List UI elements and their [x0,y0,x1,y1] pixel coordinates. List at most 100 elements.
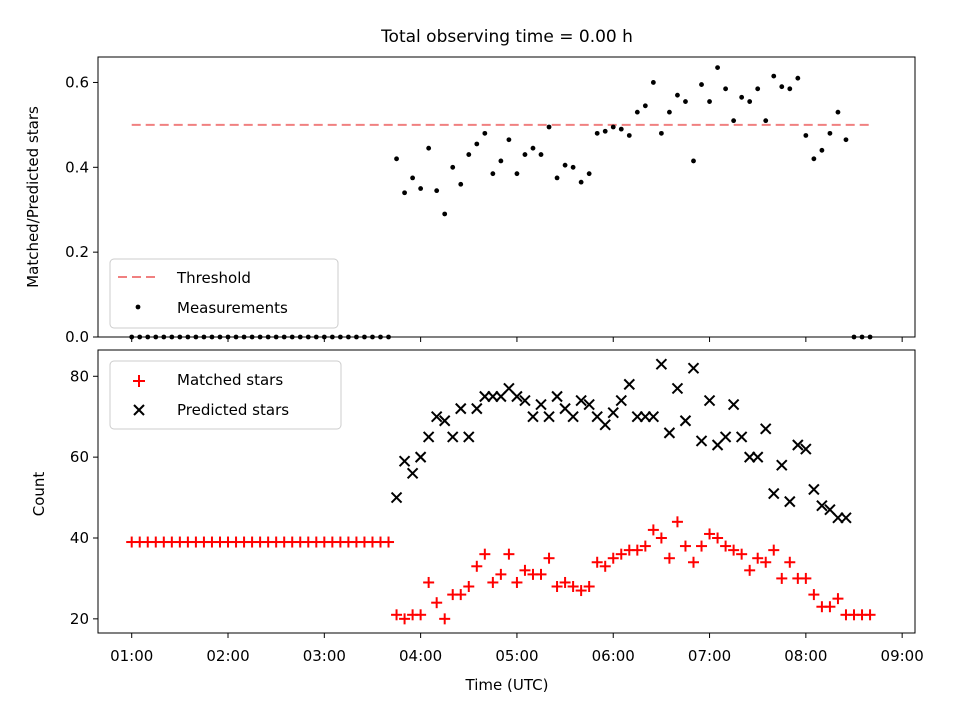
measurement-point [787,86,793,92]
matched-star-point [768,544,780,556]
bottom-x-tick-label: 08:00 [784,647,827,665]
measurement-point [530,145,536,151]
matched-star-point [784,556,796,568]
matched-star-point [567,581,579,593]
matched-star-point [599,560,611,572]
predicted-star-point [703,394,716,407]
legend-measurements-swatch [135,304,141,310]
matched-star-point [808,589,820,601]
matched-star-point [760,556,772,568]
matched-star-point [583,581,595,593]
bottom-x-tick-label: 06:00 [592,647,635,665]
top-legend: Threshold Measurements [109,258,339,329]
predicted-star-point [551,390,563,403]
bottom-x-tick-label: 03:00 [303,647,346,665]
matched-star-point [511,576,523,588]
predicted-star-point [527,411,539,423]
predicted-star-point [511,390,523,403]
matched-star-point [455,589,467,601]
bottom-plot-frame [97,349,916,634]
predicted-star-points [390,358,852,524]
measurement-point [715,65,720,71]
matched-star-point [615,548,627,560]
measurement-point [835,109,841,115]
matched-star-point [736,548,748,560]
matched-star-point [383,536,395,548]
predicted-star-point [840,512,852,524]
matched-star-point [712,532,724,544]
matched-star-point [471,560,483,572]
matched-star-point [591,556,603,568]
predicted-star-point [687,362,700,374]
measurement-point [546,124,552,130]
measurement-point [410,175,416,181]
measurement-point [803,133,809,138]
matched-star-point [704,528,716,540]
top-y-axis-label: Matched/Predicted stars [24,106,42,288]
predicted-star-point [615,394,627,407]
matched-star-point [720,540,732,552]
bottom-x-tick-label: 04:00 [399,647,442,665]
measurement-point [626,133,632,138]
measurement-point [739,94,745,100]
matched-star-point [687,556,699,568]
bottom-y-tick-label: 80 [70,367,89,385]
measurement-point [498,158,504,164]
measurement-point [434,188,440,194]
predicted-star-point [816,499,828,512]
matched-star-point [744,564,756,576]
matched-star-points [126,516,876,625]
predicted-star-point [623,378,635,391]
top-plot-frame [97,56,916,338]
measurement-point [691,158,696,164]
measurement-point [466,152,472,157]
matched-star-point [864,609,876,621]
matched-star-point [631,544,643,556]
matched-star-point [487,576,499,588]
measurement-point [723,86,728,92]
predicted-star-point [519,394,531,407]
bottom-x-tick-label: 09:00 [881,647,924,665]
predicted-star-point [543,411,555,423]
measurement-point [819,147,825,153]
predicted-star-point [800,443,812,455]
matched-star-point [463,581,475,593]
predicted-star-point [414,451,427,463]
matched-star-point [671,516,683,528]
predicted-star-point [719,431,732,443]
measurement-point [699,82,704,87]
measurement-point [843,137,849,143]
matched-star-point [415,609,427,621]
matched-star-point [391,609,403,621]
predicted-star-point [776,459,788,471]
legend-predicted-swatch [133,404,145,416]
predicted-star-point [599,419,611,431]
top-y-tick-label: 0.4 [65,158,89,176]
matched-star-point [800,572,812,584]
matched-star-point [559,576,571,588]
matched-star-point [431,597,443,609]
bottom-legend: Matched stars Predicted stars [109,360,342,430]
top-y-tick-label: 0.6 [65,73,89,91]
matched-star-point [752,552,764,564]
predicted-star-point [808,483,820,496]
matched-star-point [439,613,451,625]
matched-star-point [639,540,651,552]
legend-predicted-label: Predicted stars [177,401,289,419]
measurement-point [490,171,496,177]
predicted-star-point [768,487,780,500]
legend-matched-label: Matched stars [177,371,283,389]
matched-star-point [832,593,844,605]
predicted-star-point [751,451,764,463]
predicted-star-point [447,431,459,443]
matched-star-point [543,552,555,564]
predicted-star-point [784,495,796,508]
legend-measurements-label: Measurements [177,299,288,317]
measurement-point [450,164,456,170]
predicted-star-point [671,382,684,395]
predicted-star-point [695,435,708,447]
measurement-point [642,103,648,109]
bottom-y-tick-label: 60 [70,448,89,466]
predicted-star-point [438,415,451,427]
matched-star-point [575,585,587,597]
